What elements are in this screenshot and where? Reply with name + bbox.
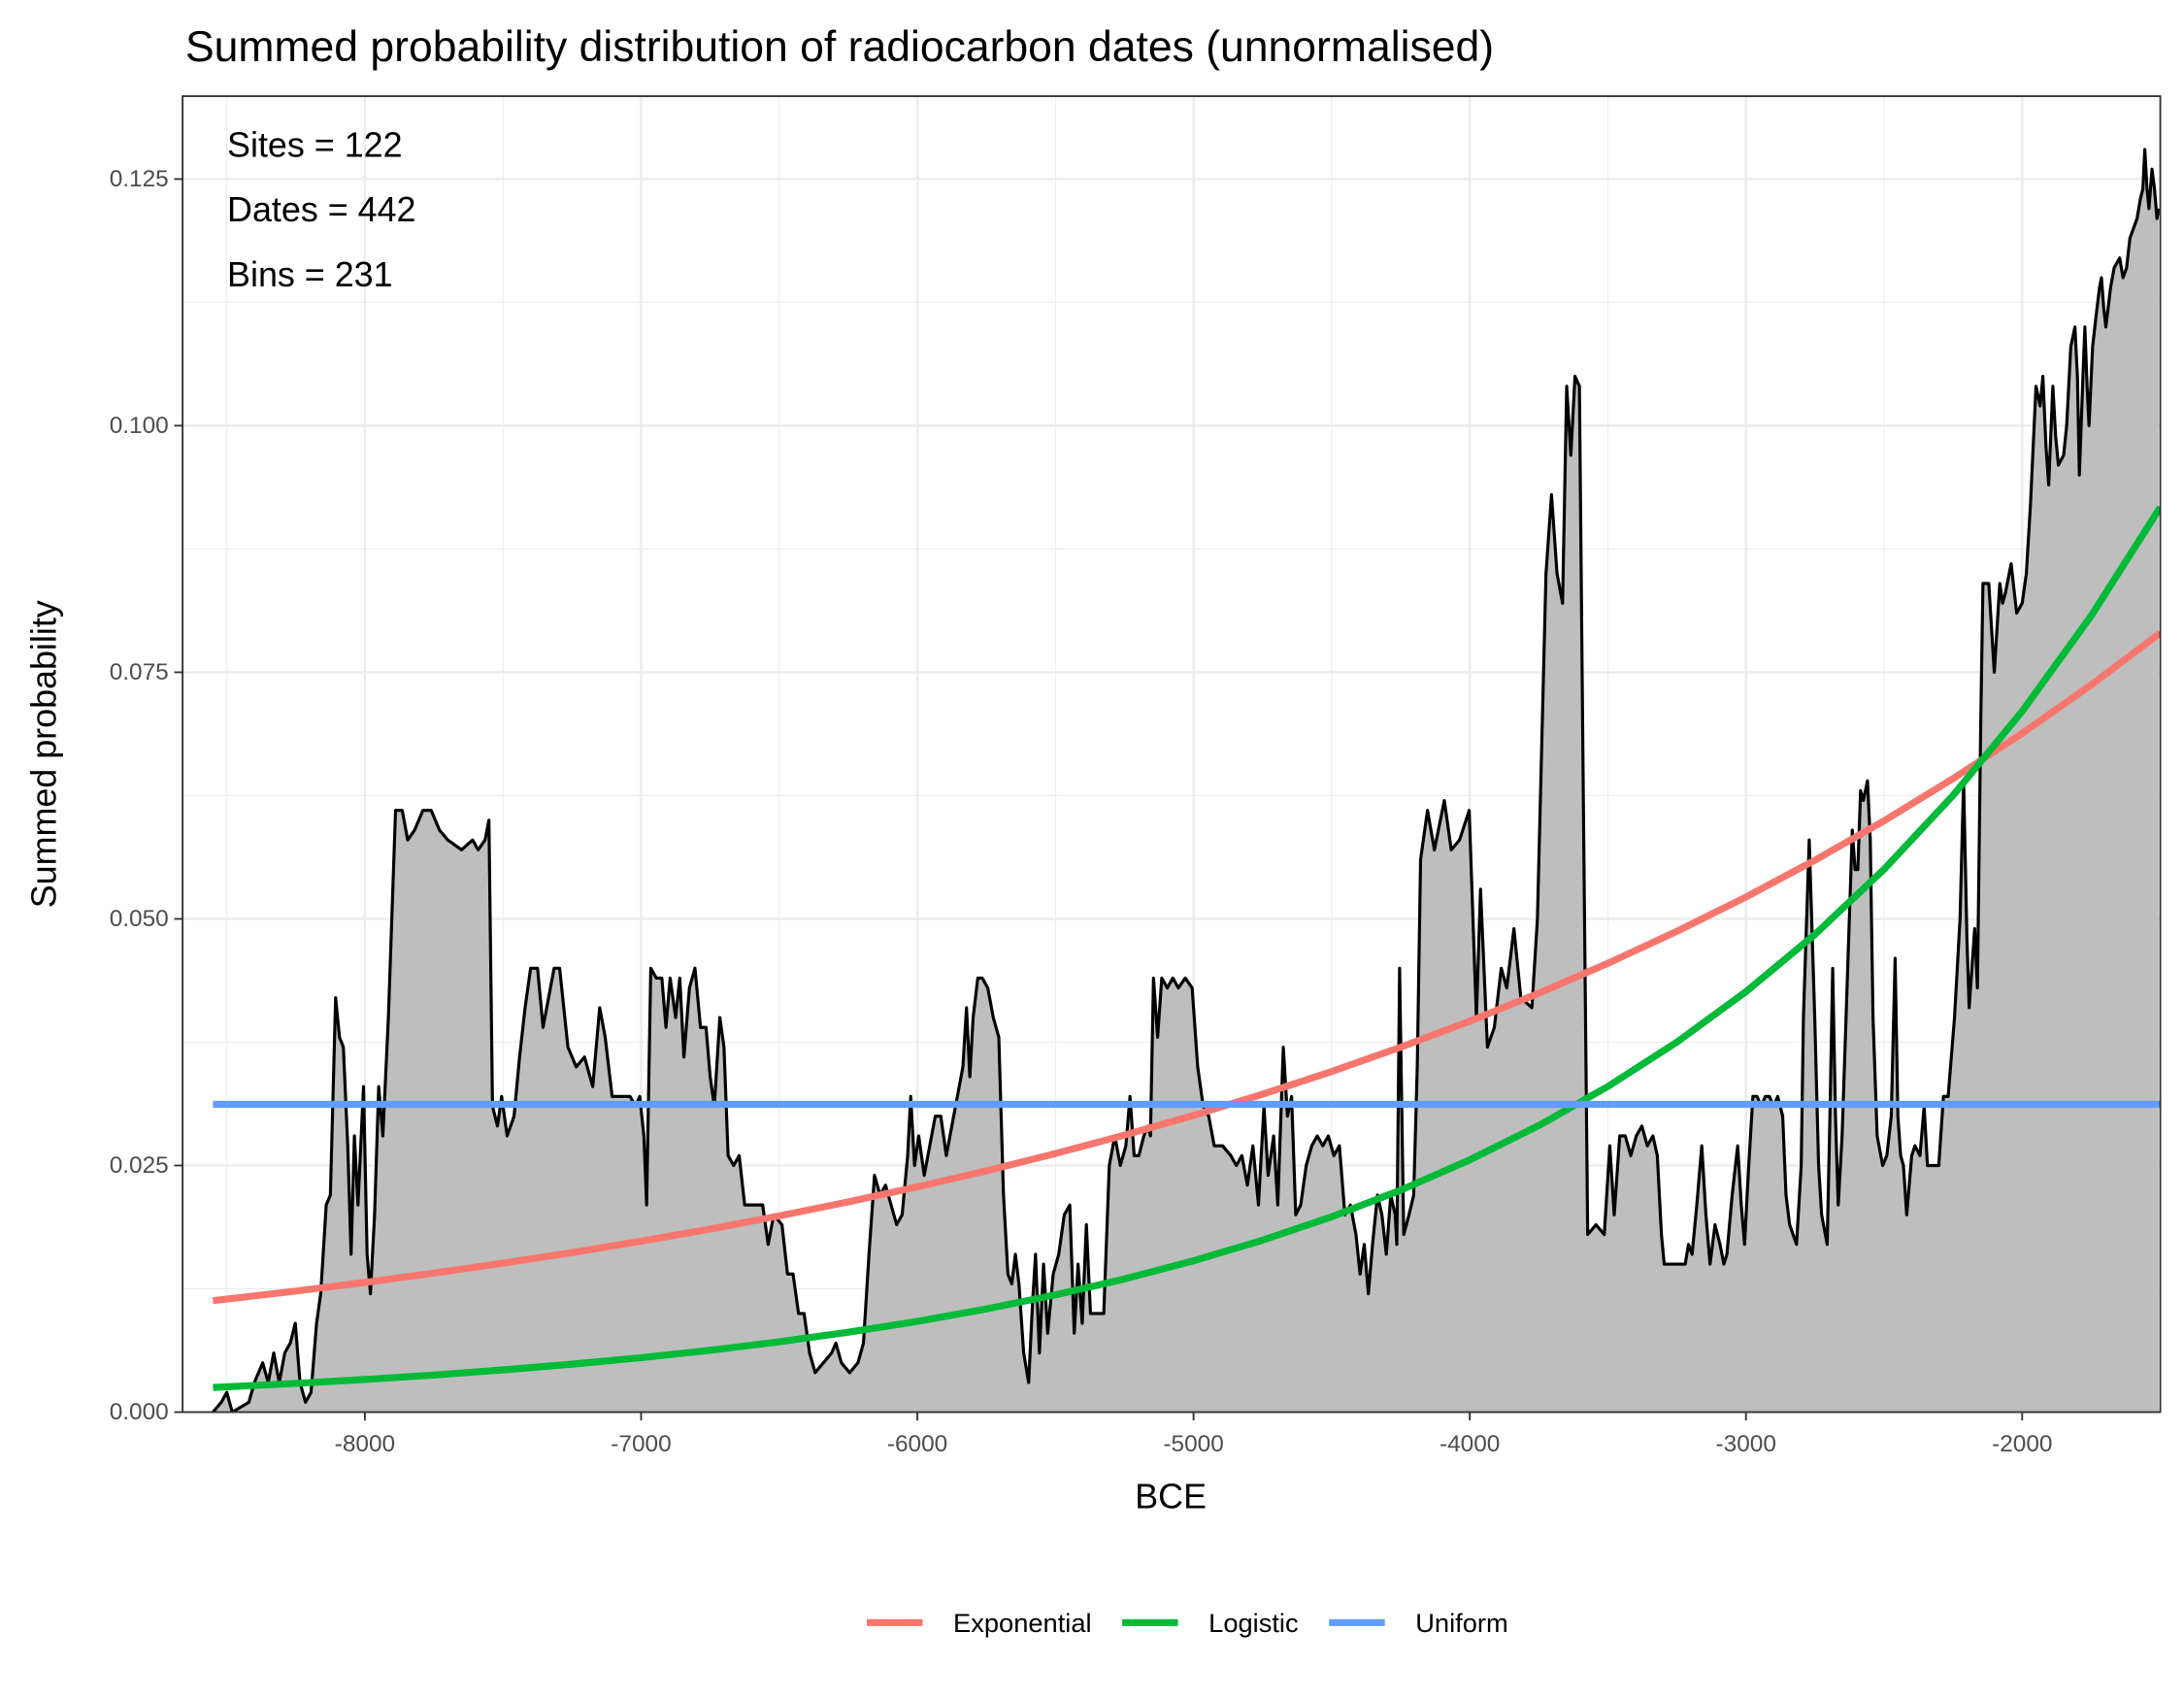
x-tick-label: -6000 xyxy=(887,1431,947,1457)
annotation: Sites = 122 xyxy=(227,125,403,164)
y-tick-label: 0.050 xyxy=(110,906,169,932)
y-tick-label: 0.075 xyxy=(110,659,169,685)
y-axis-title: Summed probability xyxy=(24,600,63,908)
x-tick-label: -7000 xyxy=(611,1431,671,1457)
legend-label: Exponential xyxy=(953,1608,1092,1638)
x-tick-label: -3000 xyxy=(1716,1431,1776,1457)
legend-label: Logistic xyxy=(1208,1608,1298,1638)
axes: -8000 -7000 -6000 -5000 -4000 -3000 -2000 0.000… xyxy=(110,95,2162,1457)
model-line xyxy=(213,630,2161,1305)
chart-title: Summed probability distribution of radio… xyxy=(185,23,1494,71)
x-tick-label: -5000 xyxy=(1163,1431,1223,1457)
model-line xyxy=(213,505,2161,1391)
x-tick-label: -8000 xyxy=(335,1431,395,1457)
spd-area xyxy=(213,149,2159,1413)
x-tick-label: -4000 xyxy=(1439,1431,1500,1457)
x-tick-label: -2000 xyxy=(1992,1431,2052,1457)
y-tick-label: 0.000 xyxy=(110,1399,169,1425)
panel-border xyxy=(182,95,2162,1414)
x-axis-title: BCE xyxy=(1135,1478,1207,1516)
y-tick-label: 0.025 xyxy=(110,1152,169,1179)
spd-line xyxy=(212,148,2161,1413)
legend-label: Uniform xyxy=(1415,1608,1507,1638)
annotation: Dates = 442 xyxy=(227,190,415,229)
y-tick-label: 0.100 xyxy=(110,413,169,439)
y-tick-label: 0.125 xyxy=(110,166,169,192)
legend: Exponential Logistic Uniform xyxy=(867,1608,1508,1638)
plot-area xyxy=(212,148,2161,1413)
annotation: Bins = 231 xyxy=(227,255,393,294)
